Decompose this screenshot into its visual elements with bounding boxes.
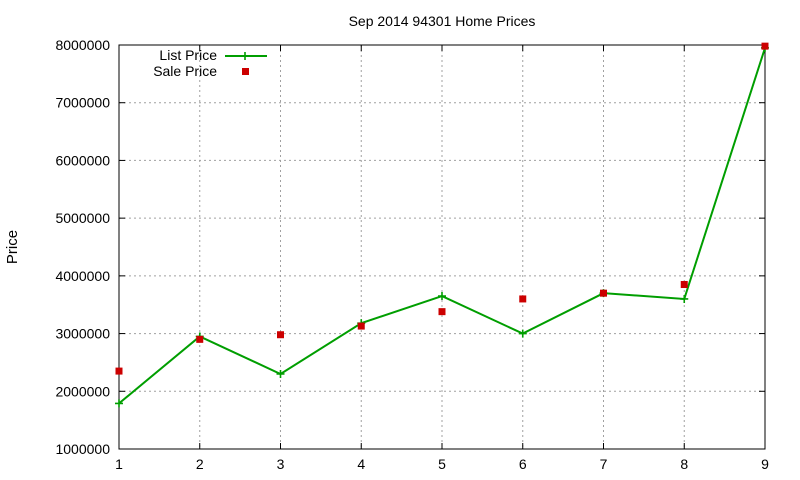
- plot-frame: [118, 44, 766, 450]
- x-tick-label: 2: [196, 456, 204, 472]
- sale-price-point: [761, 42, 769, 50]
- series-layer: [115, 42, 769, 408]
- sale-price-point: [196, 335, 204, 343]
- y-tick-labels: 1000000 2000000 3000000 4000000 5000000 60000…: [55, 37, 110, 457]
- x-tick-label: 6: [519, 456, 527, 472]
- y-axis-label: Price: [4, 230, 21, 264]
- x-tick-label: 3: [277, 456, 285, 472]
- sale-price-point: [277, 331, 284, 339]
- y-tick-label: 8000000: [55, 37, 110, 53]
- sale-price-point: [600, 289, 607, 297]
- list-price-point: [680, 294, 689, 303]
- y-tick-label: 3000000: [55, 326, 110, 342]
- legend-label-list-price: List Price: [159, 47, 217, 63]
- legend: List Price Sale Price: [153, 47, 267, 79]
- legend-square-sale-price: [242, 68, 249, 75]
- sale-price-point: [519, 295, 527, 303]
- sale-price-point: [357, 322, 365, 330]
- sale-price-point: [115, 367, 123, 375]
- y-tick-label: 7000000: [55, 95, 110, 111]
- x-tick-label: 7: [600, 456, 608, 472]
- y-tick-label: 1000000: [55, 441, 110, 457]
- list-price-point: [438, 292, 446, 301]
- y-tick-label: 2000000: [55, 383, 110, 399]
- sale-price-point: [438, 308, 446, 316]
- list-price-point: [518, 329, 527, 338]
- y-tick-label: 6000000: [55, 152, 110, 168]
- chart-title: Sep 2014 94301 Home Prices: [349, 13, 536, 29]
- list-price-point: [276, 369, 285, 378]
- x-tick-labels: 1 2 3 4 5 6 7 8 9: [115, 456, 769, 472]
- legend-label-sale-price: Sale Price: [153, 63, 217, 79]
- grid-lines: [119, 45, 765, 449]
- y-tick-label: 4000000: [55, 268, 110, 284]
- legend-cross-list-price: [241, 52, 249, 60]
- sale-price-point: [680, 281, 688, 289]
- x-tick-label: 4: [357, 456, 365, 472]
- y-tick-label: 5000000: [55, 210, 110, 226]
- x-tick-label: 9: [761, 456, 769, 472]
- x-tick-label: 5: [438, 456, 446, 472]
- x-tick-label: 8: [680, 456, 688, 472]
- list-price-point: [115, 399, 123, 408]
- x-tick-label: 1: [115, 456, 123, 472]
